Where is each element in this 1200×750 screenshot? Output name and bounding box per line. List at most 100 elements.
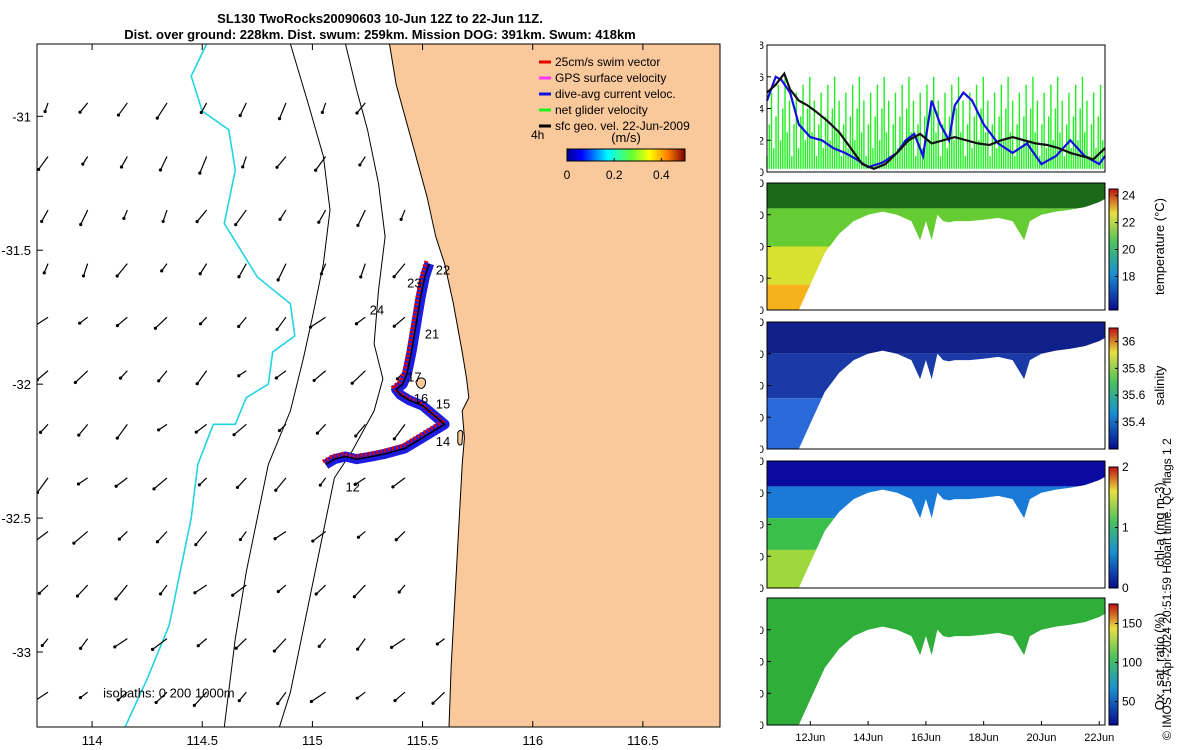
colorbar-tick-label: 100	[1122, 656, 1142, 670]
geo-arrow-head	[352, 595, 356, 599]
geo-arrow-head	[234, 646, 238, 650]
geo-arrow	[357, 638, 366, 650]
geo-arrow	[320, 263, 327, 275]
geo-arrow-head	[192, 703, 196, 707]
geo-arrow-head	[115, 436, 119, 440]
geo-arrow-head	[196, 644, 200, 648]
geo-arrow	[233, 423, 247, 436]
geo-arrow	[356, 102, 366, 114]
geo-arrow	[115, 584, 128, 600]
date-tick-label: 14Jun	[853, 732, 883, 744]
geo-arrow-head	[153, 326, 158, 330]
geo-arrow-head	[195, 220, 199, 224]
colorbar-tick-label: 20	[1122, 243, 1136, 257]
map-legend: 25cm/s swim vector GPS surface velocity di…	[539, 55, 690, 133]
geo-arrow	[356, 691, 366, 699]
geo-arrow-head	[276, 278, 280, 282]
geo-arrow	[73, 531, 89, 544]
geo-arrow-head	[392, 275, 396, 279]
geo-arrow	[158, 370, 168, 382]
geo-arrow	[318, 638, 327, 647]
velocity-y-tick-label: 0.8	[760, 40, 764, 52]
geo-arrow	[393, 316, 406, 327]
geo-arrow-head	[237, 699, 241, 703]
colorbar-tick-label: 0.2	[606, 168, 623, 182]
geo-arrow	[37, 477, 49, 493]
day-label: 23	[407, 276, 421, 291]
geo-arrow	[160, 584, 168, 595]
geo-arrow	[159, 156, 168, 171]
geo-arrow	[77, 584, 89, 597]
geo-arrow	[37, 530, 49, 541]
geo-arrow-head	[43, 109, 47, 114]
geo-arrow	[155, 691, 168, 703]
section-layer	[767, 183, 1105, 209]
geo-arrow-head	[75, 594, 80, 598]
geo-arrow-head	[275, 327, 279, 331]
colorbar-tick-label: 0.4	[653, 168, 670, 182]
geo-arrow-head	[356, 647, 360, 651]
geo-arrow	[82, 263, 89, 277]
seabed-mask	[767, 198, 1105, 310]
geo-arrow	[357, 209, 366, 226]
geo-arrow-head	[161, 219, 165, 224]
colorbar-tick-label: 2	[1122, 460, 1129, 474]
geo-arrow-head	[198, 171, 202, 175]
geo-arrow	[78, 423, 89, 436]
geo-arrow	[114, 638, 128, 648]
section-y-tick-label: 150	[760, 688, 764, 700]
section-y-tick-label: 200	[760, 444, 764, 456]
geo-arrow	[391, 638, 406, 648]
velocity-series-line	[765, 75, 1106, 169]
geo-arrow-head	[273, 537, 277, 541]
geo-arrow-head	[116, 698, 120, 702]
geo-arrow	[154, 316, 168, 329]
date-tick-label: 12Jun	[795, 732, 825, 744]
geo-arrow-head	[435, 642, 439, 646]
geo-arrow-head	[232, 433, 236, 437]
geo-arrow-head	[193, 591, 197, 595]
credit-line: © IMOS 15-Apr-2024 20:51:59 Hobart time.…	[1160, 438, 1174, 740]
geo-arrow	[196, 370, 208, 385]
geo-arrow-head	[353, 482, 357, 487]
geo-arrow-head	[118, 376, 123, 380]
geo-arrow	[194, 584, 207, 594]
geo-arrow-head	[78, 695, 83, 700]
geo-arrow-head	[238, 537, 243, 542]
geo-arrow-head	[311, 539, 315, 543]
geo-arrow	[195, 423, 208, 433]
geo-arrow	[152, 638, 168, 650]
geo-arrow-head	[356, 535, 361, 539]
colorbar-label: (m/s)	[611, 130, 641, 145]
geo-arrow	[120, 370, 128, 379]
legend-label: dive-avg current veloc.	[555, 87, 676, 101]
geo-arrow-head	[235, 485, 240, 490]
geo-arrow	[310, 316, 326, 328]
geo-arrow-head	[114, 484, 118, 488]
section-panels: 00.20.40.60.8velocity magnitude (m/s)050…	[760, 40, 1167, 744]
geo-arrow	[393, 263, 406, 278]
geo-arrow-head	[277, 428, 282, 433]
geo-arrow-head	[354, 434, 358, 438]
seabed-mask	[767, 476, 1105, 588]
geo-arrow	[197, 638, 208, 647]
geo-arrow	[156, 102, 168, 119]
map-frame	[36, 43, 721, 728]
geo-arrow-head	[276, 589, 280, 594]
geo-arrow	[395, 531, 406, 541]
geo-arrow	[199, 263, 208, 275]
geo-arrow-head	[40, 219, 44, 224]
date-tick-label: 22Jun	[1084, 732, 1114, 744]
geo-arrow-head	[275, 165, 279, 169]
geo-arrow-head	[237, 374, 241, 378]
colorbar-tick-label: 50	[1122, 695, 1136, 709]
day-label: 14	[436, 434, 450, 449]
geo-arrow-head	[194, 430, 198, 434]
geo-arrow-head	[37, 591, 41, 595]
geo-arrow	[354, 477, 366, 485]
geo-arrow-head	[309, 699, 314, 704]
geo-arrow	[40, 423, 49, 433]
geo-arrow-head	[77, 433, 81, 437]
geo-arrow	[315, 584, 327, 595]
